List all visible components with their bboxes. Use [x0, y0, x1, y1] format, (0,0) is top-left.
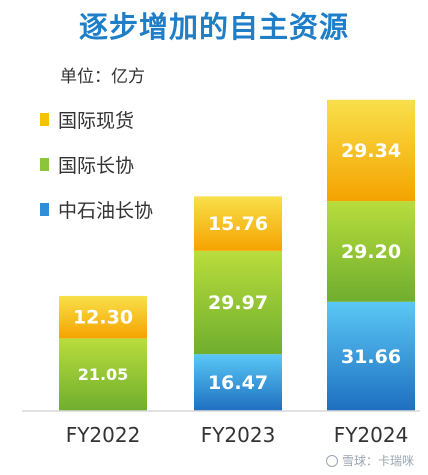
- bar-petrochina-long-term-fy2024: [327, 301, 415, 411]
- legend-label-intl-long-term: 国际长协: [58, 154, 135, 177]
- legend-swatch-petrochina-long-term: [40, 202, 49, 216]
- bar-petrochina-long-term-fy2023: [194, 354, 282, 411]
- data-label-spot-fy2022: 12.30: [73, 307, 133, 329]
- chart-title: 逐步增加的自主资源: [78, 10, 349, 44]
- legend-item-spot: 国际现货: [40, 108, 153, 132]
- legend-label-petrochina-long-term: 中石油长协: [58, 199, 154, 222]
- x-tick-fy2023: FY2023: [201, 423, 276, 447]
- legend-item-intl-long-term: 国际长协: [40, 153, 153, 177]
- bar-intl-long-term-fy2023: [194, 250, 282, 355]
- data-label-petrochina-long-term-fy2023: 16.47: [208, 372, 268, 394]
- bar-spot-fy2024: [327, 99, 415, 202]
- data-label-intl-long-term-fy2024: 29.20: [341, 241, 401, 263]
- watermark-text: 雪球：卡瑞咪: [341, 454, 414, 468]
- legend: 国际现货 国际长协 中石油长协: [40, 108, 153, 243]
- bar-intl-long-term-fy2022: [59, 338, 147, 411]
- legend-label-spot: 国际现货: [58, 109, 135, 132]
- data-label-intl-long-term-fy2022: 21.05: [78, 365, 129, 384]
- data-label-spot-fy2023: 15.76: [208, 213, 268, 235]
- data-label-petrochina-long-term-fy2024: 31.66: [341, 346, 401, 368]
- legend-swatch-intl-long-term: [40, 157, 49, 171]
- data-label-spot-fy2024: 29.34: [341, 140, 401, 162]
- snowball-logo-icon: [325, 454, 338, 467]
- bar-intl-long-term-fy2024: [327, 201, 415, 302]
- bar-spot-fy2023: [194, 196, 282, 251]
- legend-swatch-spot: [40, 112, 49, 126]
- data-label-intl-long-term-fy2023: 29.97: [208, 292, 268, 314]
- x-tick-fy2024: FY2024: [334, 423, 409, 447]
- unit-label: 单位：亿方: [60, 67, 145, 87]
- x-tick-fy2022: FY2022: [66, 423, 141, 447]
- legend-item-petrochina-long-term: 中石油长协: [40, 198, 154, 222]
- bar-spot-fy2022: [59, 295, 147, 339]
- watermark: 雪球：卡瑞咪: [325, 452, 414, 469]
